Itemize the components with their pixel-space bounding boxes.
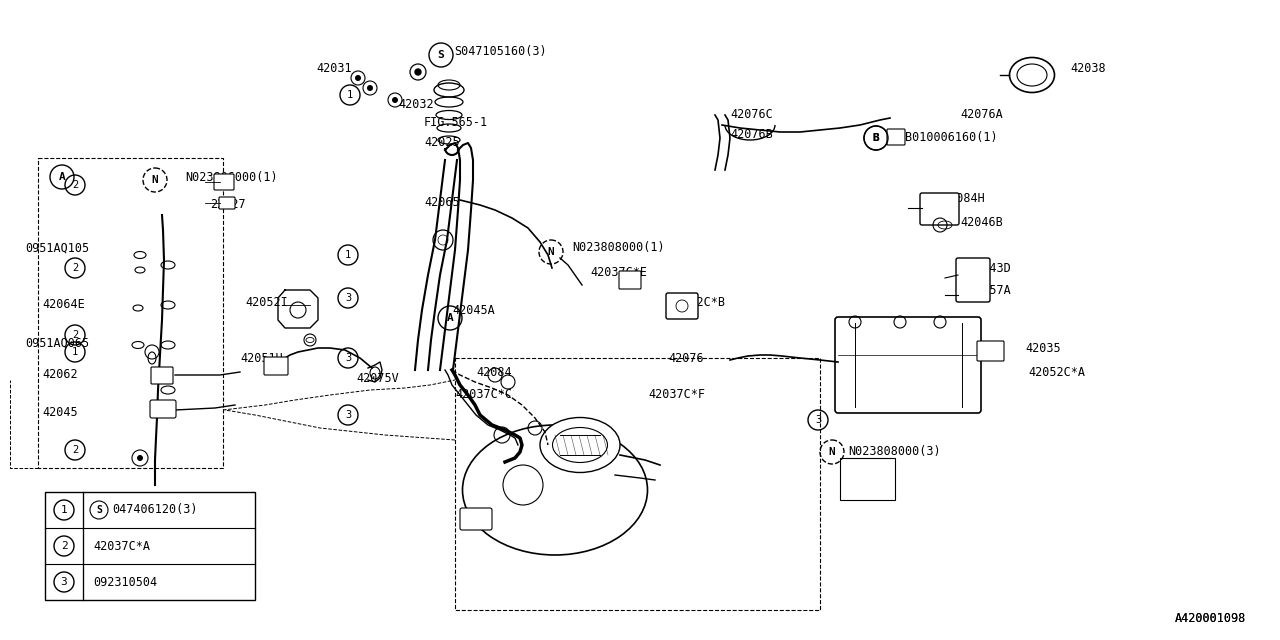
Ellipse shape xyxy=(553,428,608,463)
Circle shape xyxy=(415,69,421,75)
Text: 42035: 42035 xyxy=(1025,342,1061,355)
Text: A: A xyxy=(447,313,453,323)
Text: 3: 3 xyxy=(815,415,822,425)
Text: 1: 1 xyxy=(347,90,353,100)
Text: 3: 3 xyxy=(60,577,68,587)
FancyBboxPatch shape xyxy=(666,293,698,319)
Ellipse shape xyxy=(462,425,648,555)
Text: 42037C*E: 42037C*E xyxy=(590,266,646,278)
Text: 42076B: 42076B xyxy=(730,129,773,141)
Text: 42064E: 42064E xyxy=(42,298,84,312)
Text: 42038: 42038 xyxy=(1070,61,1106,74)
FancyBboxPatch shape xyxy=(977,341,1004,361)
Text: 42075V: 42075V xyxy=(356,371,399,385)
Text: S: S xyxy=(96,505,102,515)
Text: 092310504: 092310504 xyxy=(93,575,157,589)
Text: B: B xyxy=(873,133,879,143)
Circle shape xyxy=(355,75,361,81)
Text: 42076C: 42076C xyxy=(730,109,773,122)
Text: 2: 2 xyxy=(72,180,78,190)
Text: 1: 1 xyxy=(72,347,78,357)
Text: N: N xyxy=(828,447,836,457)
Text: 42037C*C: 42037C*C xyxy=(454,388,512,401)
Text: 2: 2 xyxy=(72,330,78,340)
FancyBboxPatch shape xyxy=(219,197,236,209)
Text: 42037C*A: 42037C*A xyxy=(93,540,150,552)
Text: 42076A: 42076A xyxy=(960,109,1002,122)
FancyBboxPatch shape xyxy=(150,400,177,418)
Ellipse shape xyxy=(1010,58,1055,93)
Text: 047406120(3): 047406120(3) xyxy=(113,504,197,516)
Text: 42084H: 42084H xyxy=(942,191,984,205)
Text: 3: 3 xyxy=(344,410,351,420)
Text: 2: 2 xyxy=(60,541,68,551)
Text: 42051H: 42051H xyxy=(241,351,283,365)
Text: N: N xyxy=(548,247,554,257)
FancyBboxPatch shape xyxy=(835,317,980,413)
Text: B: B xyxy=(873,133,879,143)
Text: 42065: 42065 xyxy=(424,195,460,209)
Text: N023808000(3): N023808000(3) xyxy=(849,445,941,458)
Text: 42032: 42032 xyxy=(398,99,434,111)
Text: 2: 2 xyxy=(72,263,78,273)
Ellipse shape xyxy=(1018,64,1047,86)
Text: 42037C*F: 42037C*F xyxy=(648,388,705,401)
FancyBboxPatch shape xyxy=(956,258,989,302)
Text: 42043D: 42043D xyxy=(968,262,1011,275)
Text: 42025: 42025 xyxy=(424,136,460,150)
Circle shape xyxy=(367,85,372,91)
Text: 1: 1 xyxy=(344,250,351,260)
Text: N023808000(1): N023808000(1) xyxy=(572,241,664,255)
FancyBboxPatch shape xyxy=(620,271,641,289)
Text: A: A xyxy=(59,172,65,182)
Text: S047105160(3): S047105160(3) xyxy=(454,45,547,58)
Text: 3: 3 xyxy=(344,293,351,303)
Text: 42031: 42031 xyxy=(316,61,352,74)
Text: 42076: 42076 xyxy=(668,351,704,365)
FancyBboxPatch shape xyxy=(45,492,255,600)
Text: N023806000(1): N023806000(1) xyxy=(186,172,278,184)
Circle shape xyxy=(392,97,398,103)
Text: 0951AQ105: 0951AQ105 xyxy=(26,241,90,255)
Text: 42052C*B: 42052C*B xyxy=(668,296,724,308)
Text: 22627: 22627 xyxy=(210,198,246,211)
Text: 0951AQ065: 0951AQ065 xyxy=(26,337,90,349)
FancyBboxPatch shape xyxy=(920,193,959,225)
Text: 2: 2 xyxy=(72,445,78,455)
Text: 42052I: 42052I xyxy=(244,296,288,308)
Text: 42062: 42062 xyxy=(42,369,78,381)
Text: 42084: 42084 xyxy=(476,365,512,378)
Text: 1: 1 xyxy=(60,505,68,515)
FancyBboxPatch shape xyxy=(214,174,234,190)
Text: A420001098: A420001098 xyxy=(1175,611,1247,625)
Text: 42052C*A: 42052C*A xyxy=(1028,365,1085,378)
Text: B010006160(1): B010006160(1) xyxy=(905,131,997,145)
FancyBboxPatch shape xyxy=(887,129,905,145)
Text: 42046B: 42046B xyxy=(960,216,1002,228)
FancyBboxPatch shape xyxy=(264,357,288,375)
Text: S: S xyxy=(438,50,444,60)
Text: 3: 3 xyxy=(344,353,351,363)
Text: N: N xyxy=(151,175,159,185)
Text: FIG.565-1: FIG.565-1 xyxy=(424,116,488,129)
Ellipse shape xyxy=(540,417,620,472)
Text: 42045: 42045 xyxy=(42,406,78,419)
Text: 42057A: 42057A xyxy=(968,284,1011,296)
Circle shape xyxy=(137,455,143,461)
FancyBboxPatch shape xyxy=(151,367,173,384)
Text: A420001098: A420001098 xyxy=(1175,611,1247,625)
Text: 42045A: 42045A xyxy=(452,303,495,317)
FancyBboxPatch shape xyxy=(460,508,492,530)
